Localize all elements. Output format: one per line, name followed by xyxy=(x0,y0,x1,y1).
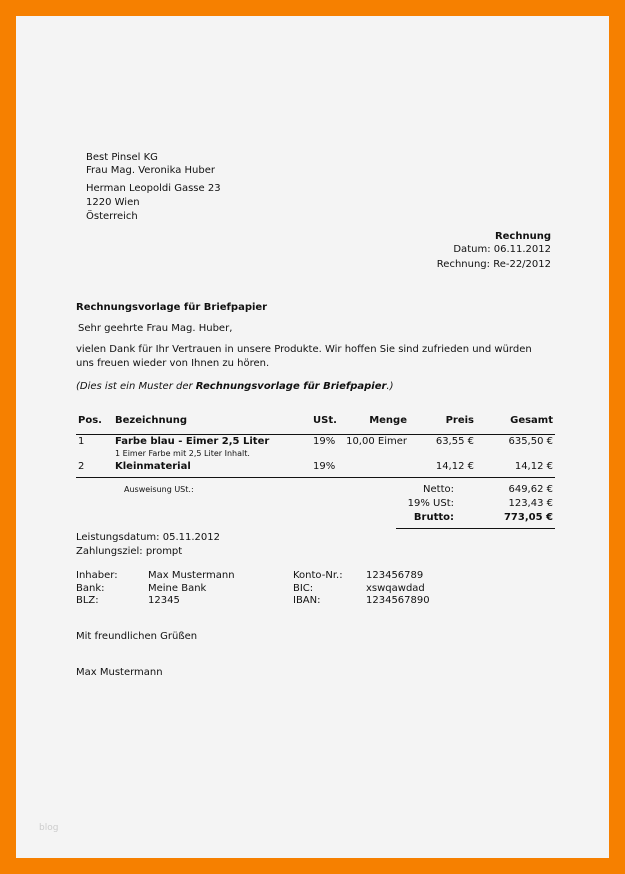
bank-value: 12345 xyxy=(148,595,180,606)
gross-value: 773,05 € xyxy=(503,512,553,523)
watermark: blog xyxy=(39,823,59,833)
note-suffix: .) xyxy=(386,381,394,392)
note-bold: Rechnungsvorlage für Briefpapier xyxy=(195,381,387,392)
salutation: Sehr geehrte Frau Mag. Huber, xyxy=(78,323,233,334)
bank-value: 1234567890 xyxy=(366,595,430,606)
gross-underline xyxy=(396,528,555,529)
note-prefix: (Dies ist ein Muster der xyxy=(76,381,196,392)
bank-label: BLZ: xyxy=(76,595,99,606)
row-subdesc: 1 Eimer Farbe mit 2,5 Liter Inhalt. xyxy=(115,449,250,458)
gross-label: Brutto: xyxy=(413,512,454,523)
recipient-company: Best Pinsel KG xyxy=(86,152,158,163)
vat-label: 19% USt: xyxy=(407,498,454,509)
bank-label: Konto-Nr.: xyxy=(293,570,343,581)
service-date: Leistungsdatum: 05.11.2012 xyxy=(76,532,220,543)
signature-name: Max Mustermann xyxy=(76,667,163,678)
invoice-heading: Rechnung xyxy=(494,231,551,242)
bank-value: xswqawdad xyxy=(366,583,425,594)
row-vat: 19% xyxy=(313,436,336,447)
row-price: 63,55 € xyxy=(435,436,474,447)
row-pos: 1 xyxy=(78,436,85,447)
net-value: 649,62 € xyxy=(508,484,553,495)
table-footer-divider xyxy=(76,477,555,478)
recipient-street: Herman Leopoldi Gasse 23 xyxy=(86,183,221,194)
recipient-city: 1220 Wien xyxy=(86,197,140,208)
bank-label: IBAN: xyxy=(293,595,321,606)
closing: Mit freundlichen Grüßen xyxy=(76,631,198,642)
bank-value: Max Mustermann xyxy=(148,570,235,581)
table-header-divider xyxy=(76,434,555,435)
payment-terms: Zahlungsziel: prompt xyxy=(76,546,183,557)
header-desc: Bezeichnung xyxy=(115,415,187,426)
header-price: Preis xyxy=(445,415,474,426)
row-desc: Kleinmaterial xyxy=(115,461,191,472)
header-pos: Pos. xyxy=(78,415,102,426)
invoice-page: Best Pinsel KG Frau Mag. Veronika Huber … xyxy=(16,16,609,858)
invoice-date: Datum: 06.11.2012 xyxy=(453,244,551,255)
body-line-2: uns freuen wieder von Ihnen zu hören. xyxy=(76,358,270,369)
row-pos: 2 xyxy=(78,461,85,472)
header-qty: Menge xyxy=(369,415,407,426)
row-qty: 10,00 Eimer xyxy=(346,436,407,447)
vat-value: 123,43 € xyxy=(508,498,553,509)
bank-label: Bank: xyxy=(76,583,105,594)
row-desc: Farbe blau - Eimer 2,5 Liter xyxy=(115,436,270,447)
row-total: 14,12 € xyxy=(514,461,553,472)
row-price: 14,12 € xyxy=(435,461,474,472)
row-total: 635,50 € xyxy=(508,436,553,447)
header-vat: USt. xyxy=(313,415,337,426)
bank-label: Inhaber: xyxy=(76,570,118,581)
bank-label: BIC: xyxy=(293,583,314,594)
note: (Dies ist ein Muster der Rechnungsvorlag… xyxy=(76,380,394,393)
vat-note: Ausweisung USt.: xyxy=(124,485,194,494)
bank-value: Meine Bank xyxy=(148,583,207,594)
subject: Rechnungsvorlage für Briefpapier xyxy=(76,302,268,313)
recipient-person: Frau Mag. Veronika Huber xyxy=(86,165,215,176)
invoice-number: Rechnung: Re-22/2012 xyxy=(436,259,551,270)
bank-value: 123456789 xyxy=(366,570,424,581)
recipient-country: Österreich xyxy=(86,211,138,222)
row-vat: 19% xyxy=(313,461,336,472)
header-total: Gesamt xyxy=(510,415,553,426)
body-line-1: vielen Dank für Ihr Vertrauen in unsere … xyxy=(76,344,532,355)
net-label: Netto: xyxy=(423,484,454,495)
